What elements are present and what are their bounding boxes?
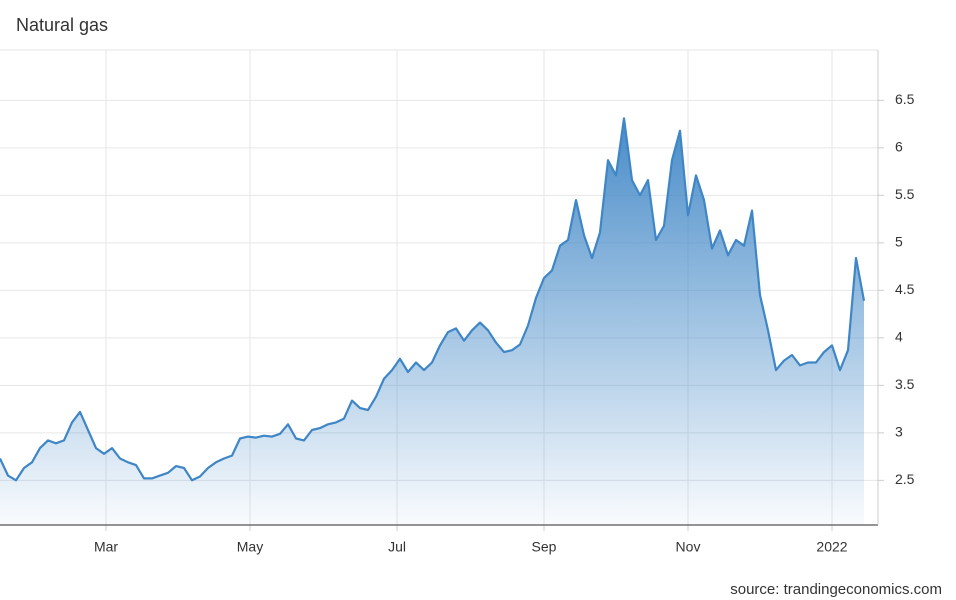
x-tick-label: Jul [388,539,406,555]
x-tick-label: 2022 [816,539,847,555]
y-tick-label: 2.5 [895,471,915,487]
y-tick-label: 6.5 [895,91,915,107]
y-tick-label: 5 [895,234,903,250]
y-tick-label: 6 [895,139,903,155]
price-line [0,117,866,482]
y-tick-label: 4 [895,329,903,345]
y-tick-label: 3 [895,424,903,440]
x-tick-label: Mar [94,539,118,555]
x-tick-label: May [237,539,263,555]
y-tick-label: 3.5 [895,376,915,392]
source-note: source: trandingeconomics.com [730,581,942,598]
y-tick-label: 5.5 [895,186,915,202]
y-tick-label: 4.5 [895,281,915,297]
x-tick-label: Sep [532,539,557,555]
chart-title: Natural gas [16,15,108,35]
area-fill [0,118,864,526]
x-tick-label: Nov [676,539,701,555]
